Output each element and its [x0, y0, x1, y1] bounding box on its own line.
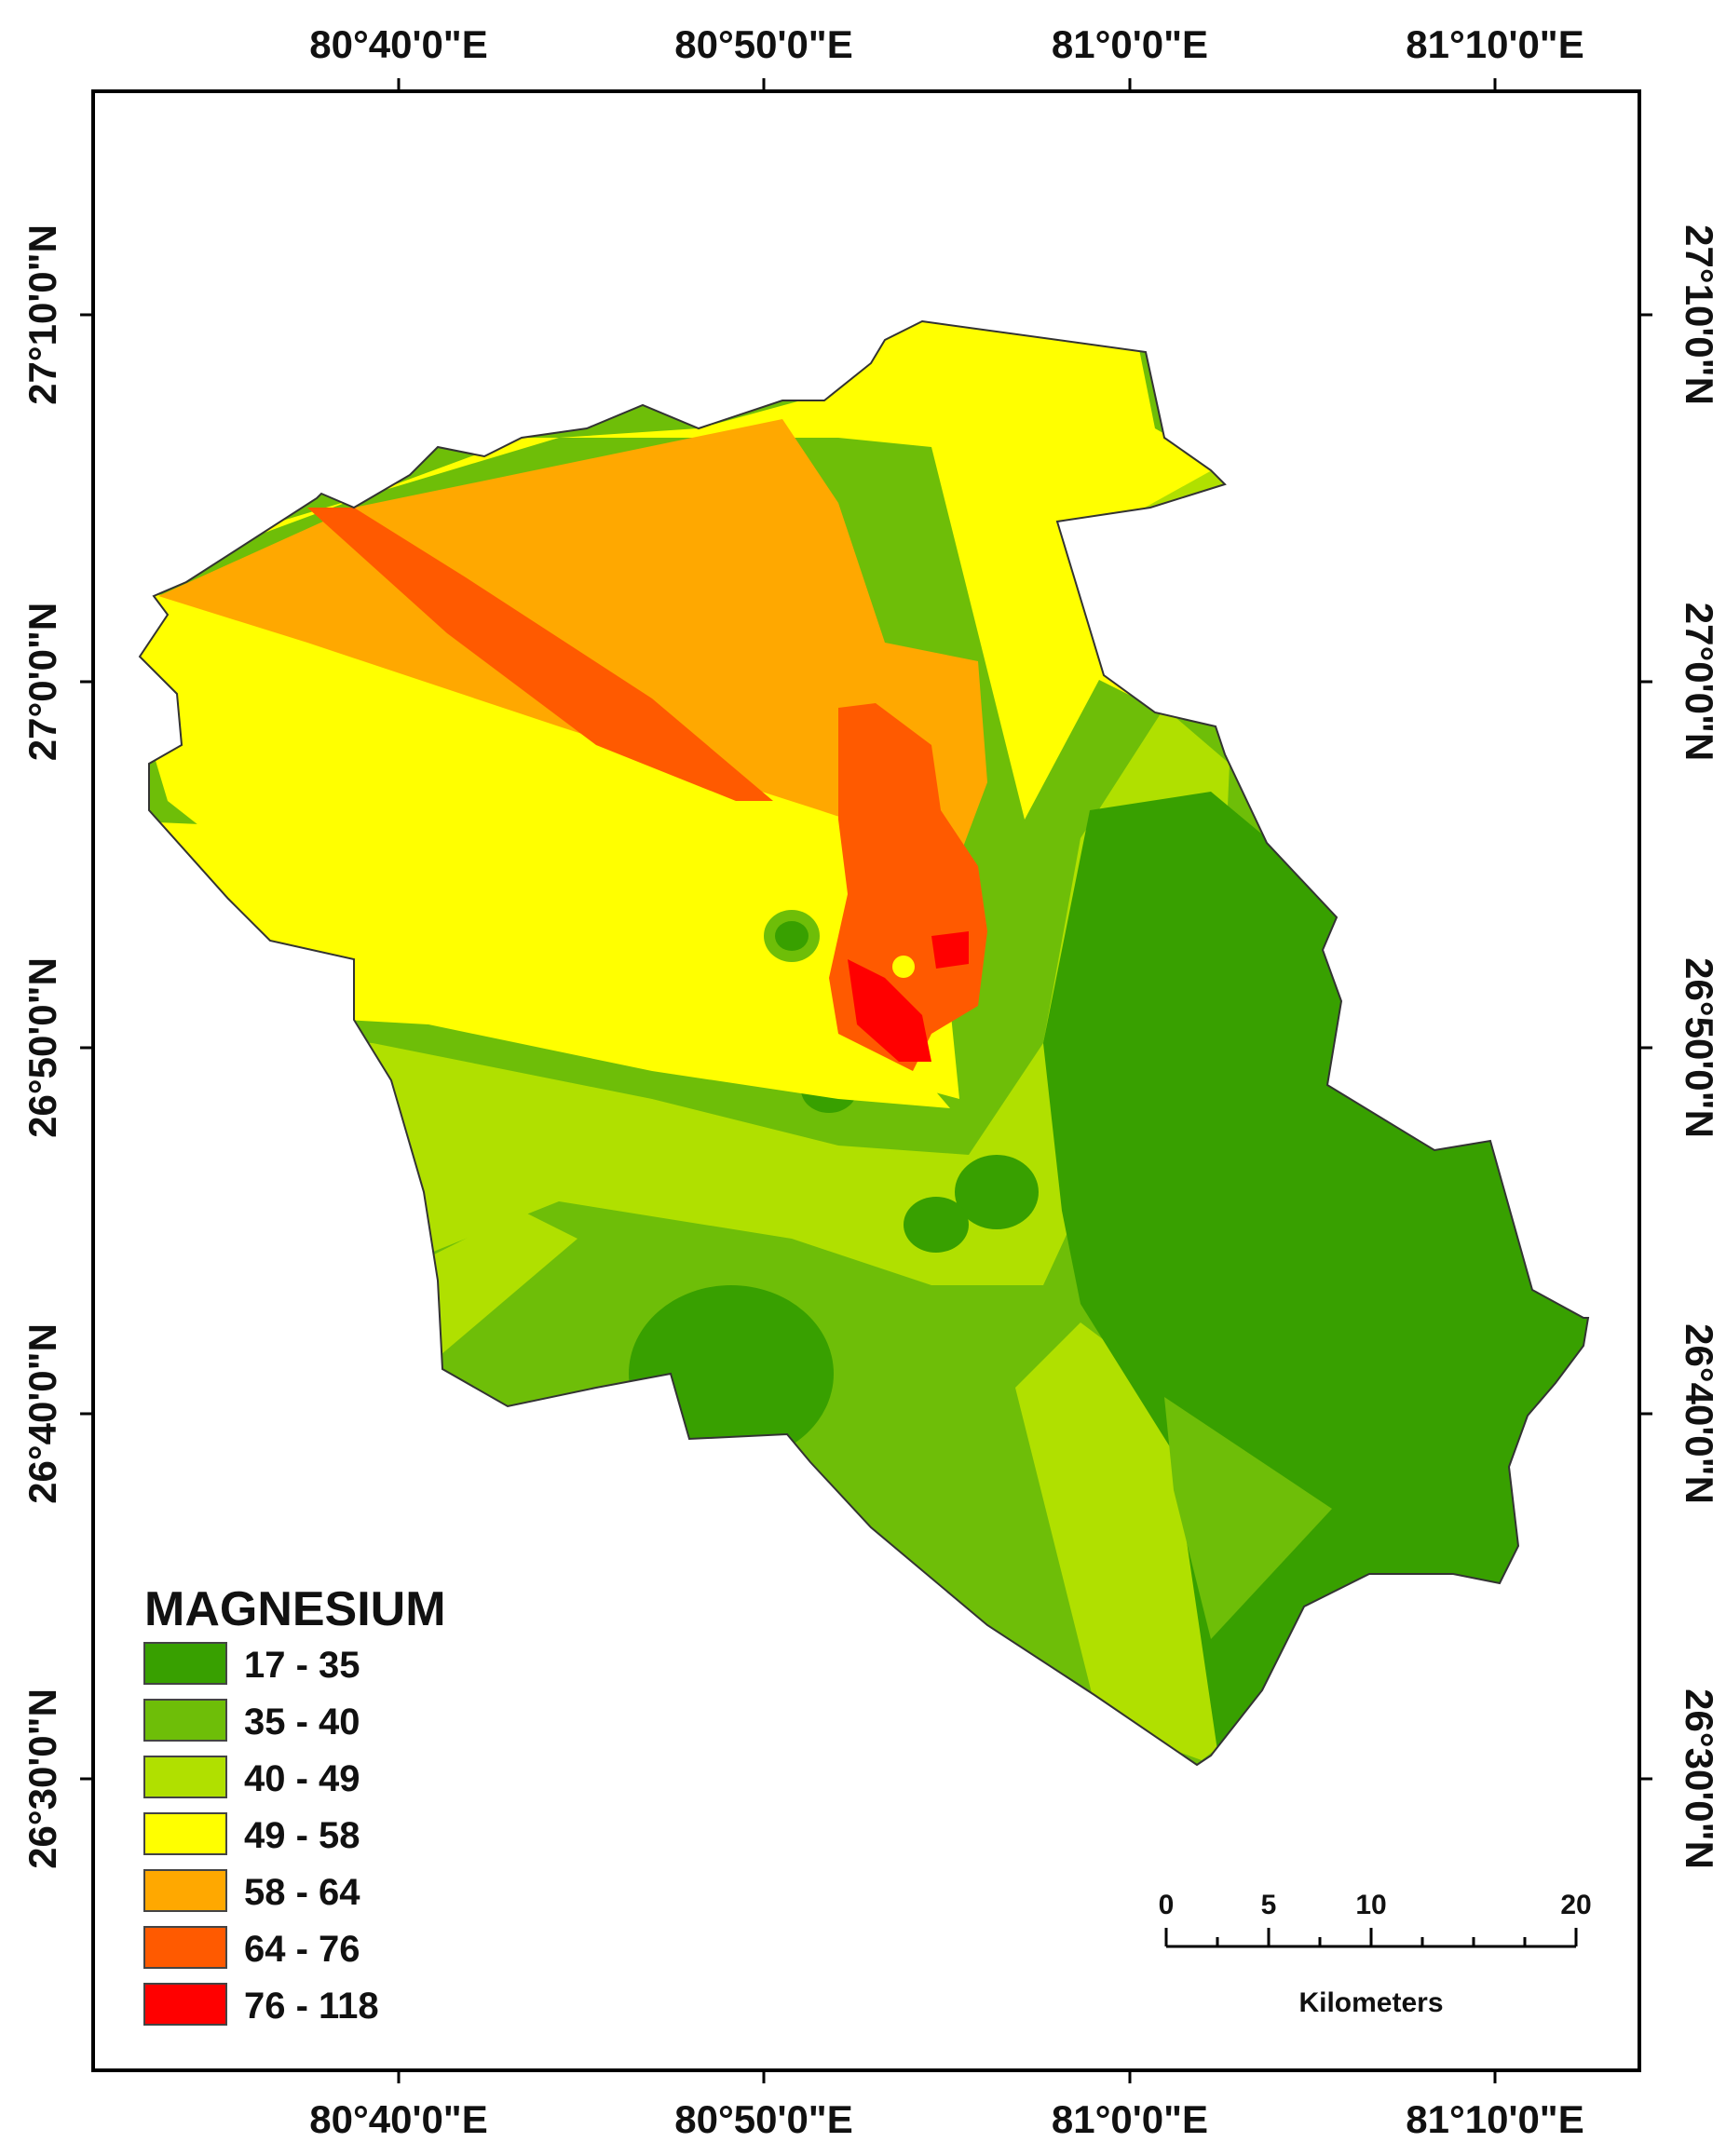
- scale-unit-label: Kilometers: [1298, 1987, 1443, 2018]
- top-lon-label: 81°0'0"E: [1052, 22, 1208, 66]
- legend-swatch: [143, 1983, 227, 2026]
- scale-bar-ticks: [1164, 1928, 1578, 1946]
- zone-76-118-a: [848, 959, 931, 1062]
- legend-label: 17 - 35: [244, 1645, 360, 1686]
- bottom-lon-label: 80°40'0"E: [309, 2097, 488, 2141]
- scale-tick-label: 10: [1355, 1890, 1386, 1920]
- zone-49-58-lower: [140, 587, 959, 1099]
- zone-49-58-spot: [892, 956, 915, 978]
- legend-label: 76 - 118: [244, 1986, 379, 2027]
- legend-label: 64 - 76: [244, 1929, 360, 1970]
- legend-item: 35 - 40: [143, 1699, 360, 1742]
- legend-item: 64 - 76: [143, 1926, 360, 1970]
- right-latitude-labels: 27°10'0"N 27°0'0"N 26°50'0"N 26°40'0"N 2…: [1678, 224, 1721, 1869]
- zone-35-40-east-notch: [1164, 1397, 1332, 1639]
- legend-label: 35 - 40: [244, 1702, 360, 1742]
- scale-bar: 0 5 10 20 Kilometers: [1159, 1890, 1592, 2018]
- legend-item: 40 - 49: [143, 1756, 360, 1799]
- legend-label: 40 - 49: [244, 1758, 360, 1799]
- left-lat-label: 26°40'0"N: [20, 1323, 64, 1504]
- zone-76-118-b: [931, 931, 969, 969]
- legend-label: 58 - 64: [244, 1872, 360, 1913]
- zone-40-49-southeast: [1015, 1322, 1239, 1760]
- zone-17-35-spot-west-core: [775, 921, 809, 951]
- legend-item: 76 - 118: [143, 1983, 379, 2027]
- district-boundary: [138, 319, 1590, 1767]
- zone-17-35-central-blob-a: [955, 1155, 1039, 1229]
- scale-tick-label: 5: [1261, 1890, 1277, 1920]
- legend-label: 49 - 58: [244, 1815, 360, 1856]
- left-lat-label: 27°0'0"N: [20, 603, 64, 761]
- top-lon-label: 80°40'0"E: [309, 22, 488, 66]
- top-lon-label: 80°50'0"E: [674, 22, 853, 66]
- legend-item: 58 - 64: [143, 1869, 360, 1913]
- zone-17-35-east: [1043, 792, 1588, 1765]
- legend-item: 17 - 35: [143, 1642, 360, 1686]
- left-lat-label: 26°50'0"N: [20, 957, 64, 1138]
- legend-swatch: [143, 1756, 227, 1798]
- zone-17-35-central-blob-b: [904, 1197, 969, 1253]
- bottom-lon-label: 81°0'0"E: [1052, 2097, 1208, 2141]
- right-lat-label: 26°40'0"N: [1678, 1323, 1721, 1504]
- top-lon-label: 81°10'0"E: [1406, 22, 1584, 66]
- scale-tick-label: 20: [1560, 1890, 1591, 1920]
- bottom-lon-label: 81°10'0"E: [1406, 2097, 1584, 2141]
- right-lat-label: 27°10'0"N: [1678, 224, 1721, 405]
- legend-swatch: [143, 1642, 227, 1685]
- scale-tick-label: 0: [1159, 1890, 1175, 1920]
- left-latitude-labels: 27°10'0"N 27°0'0"N 26°50'0"N 26°40'0"N 2…: [20, 224, 64, 1869]
- legend-title: MAGNESIUM: [144, 1582, 446, 1636]
- legend: MAGNESIUM 17 - 35 35 - 40 40 - 49 49 - 5…: [143, 1582, 446, 2027]
- right-lat-label: 27°0'0"N: [1678, 603, 1721, 761]
- right-lat-label: 26°50'0"N: [1678, 957, 1721, 1138]
- right-lat-label: 26°30'0"N: [1678, 1688, 1721, 1869]
- legend-swatch: [143, 1812, 227, 1855]
- legend-swatch: [143, 1869, 227, 1912]
- bottom-lon-label: 80°50'0"E: [674, 2097, 853, 2141]
- zone-64-76-diagonal: [307, 508, 773, 801]
- legend-item: 49 - 58: [143, 1812, 360, 1856]
- legend-swatch: [143, 1699, 227, 1742]
- bottom-longitude-labels: 80°40'0"E 80°50'0"E 81°0'0"E 81°10'0"E: [309, 2097, 1584, 2141]
- legend-swatch: [143, 1926, 227, 1969]
- left-lat-label: 27°10'0"N: [20, 224, 64, 405]
- top-longitude-labels: 80°40'0"E 80°50'0"E 81°0'0"E 81°10'0"E: [309, 22, 1584, 66]
- left-lat-label: 26°30'0"N: [20, 1688, 64, 1869]
- graticule-ticks: [80, 78, 1652, 2083]
